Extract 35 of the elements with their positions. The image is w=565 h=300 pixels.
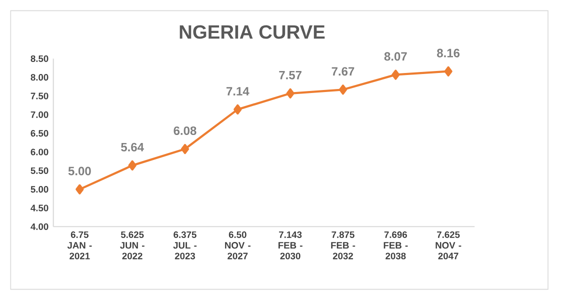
- point: [444, 66, 452, 76]
- y-tick-label: 6.50: [30, 130, 48, 137]
- x-tick-label: 7.143 FEB - 2030: [278, 231, 302, 260]
- point: [392, 70, 400, 80]
- y-tick-label: 5.00: [30, 186, 48, 193]
- x-tick-label: 6.375 JUL - 2023: [173, 231, 197, 260]
- data-label: 8.07: [384, 52, 407, 61]
- point: [76, 184, 84, 194]
- data-label: 5.00: [68, 166, 91, 176]
- x-tick-label: 7.696 FEB - 2038: [384, 231, 408, 260]
- chart-title: NGERIA CURVE: [180, 25, 325, 39]
- point: [234, 104, 242, 115]
- point: [180, 144, 190, 154]
- y-tick-label: 6.00: [30, 148, 48, 156]
- data-label: 7.67: [332, 67, 354, 76]
- data-label: 5.64: [121, 142, 144, 152]
- data-label: 8.16: [437, 48, 460, 58]
- data-label: 6.08: [174, 126, 196, 135]
- point: [128, 160, 136, 170]
- data-label: 7.14: [226, 87, 250, 96]
- y-tick-label: 7.50: [30, 92, 48, 100]
- x-tick-label: 6.50 NOV - 2027: [225, 231, 251, 260]
- x-tick-label: 7.875 FEB - 2032: [331, 231, 356, 260]
- x-tick-label: 5.625 JUN - 2022: [120, 231, 144, 260]
- point: [286, 88, 294, 98]
- y-tick-label: 4.00: [30, 223, 48, 230]
- point: [338, 84, 348, 95]
- x-tick-label: 6.75 JAN - 2021: [67, 231, 92, 260]
- x-tick-label: 7.625 NOV - 2047: [436, 231, 462, 260]
- y-tick-label: 4.50: [30, 204, 48, 212]
- y-tick-label: 5.50: [30, 167, 48, 174]
- y-tick-label: 8.00: [30, 74, 48, 81]
- y-tick-label: 7.00: [30, 111, 48, 118]
- data-label: 7.57: [279, 70, 302, 80]
- y-tick-label: 8.50: [30, 55, 48, 62]
